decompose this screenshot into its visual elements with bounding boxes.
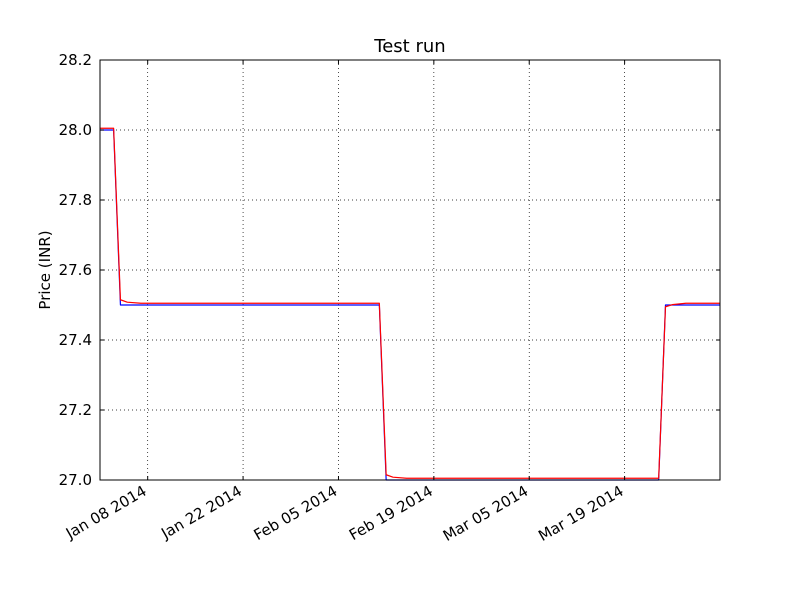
grid [100, 60, 720, 480]
ticks [100, 59, 720, 481]
series-layer [100, 127, 720, 481]
chart-title: Test run [373, 36, 445, 57]
y-tick-label: 27.0 [59, 471, 92, 489]
y-tick-label: 28.0 [59, 121, 92, 139]
y-tick-label: 27.6 [59, 261, 92, 279]
y-tick-label: 27.4 [59, 331, 92, 349]
y-tick-label: 27.8 [59, 191, 92, 209]
series-line-2 [100, 127, 720, 479]
y-tick-label: 27.2 [59, 401, 92, 419]
y-tick-label: 28.2 [59, 51, 92, 69]
y-axis-label: Price (INR) [36, 230, 54, 309]
